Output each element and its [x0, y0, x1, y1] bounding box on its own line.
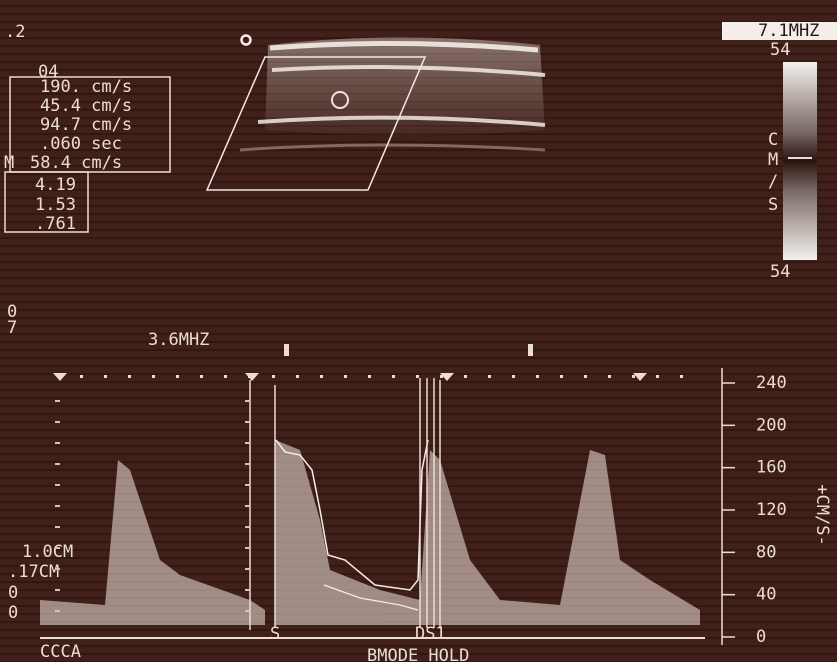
- reference-dot: [128, 375, 131, 378]
- reference-dot: [680, 375, 683, 378]
- depth-label: .17CM: [8, 562, 59, 582]
- color-bar: [783, 62, 817, 260]
- color-scale-max: 54: [770, 40, 790, 60]
- ratio: 4.19: [35, 175, 76, 195]
- reference-dot: [584, 375, 587, 378]
- cursor-mark: [528, 344, 533, 356]
- frequency: 7.1MHZ: [758, 21, 819, 41]
- scale-label: 160: [756, 458, 787, 478]
- ratio: .761: [35, 214, 76, 234]
- measurement: 58.4 cm/s: [30, 153, 122, 173]
- scale-label: 80: [756, 542, 776, 562]
- reference-dot: [200, 375, 203, 378]
- depth-dash: [55, 442, 60, 444]
- reference-dot: [416, 375, 419, 378]
- reference-dot: [488, 375, 491, 378]
- depth-label: 1.0CM: [22, 542, 73, 562]
- depth-dash: [55, 484, 60, 486]
- scale-label: 40: [756, 585, 776, 605]
- depth-dash: [55, 400, 60, 402]
- depth-dash: [55, 505, 60, 507]
- reference-dot: [320, 375, 323, 378]
- baseline-label: 0: [8, 583, 18, 603]
- measurement-prefix: M: [4, 153, 14, 173]
- color-scale-unit: C: [768, 130, 778, 150]
- depth-dash: [245, 400, 250, 402]
- marker: S: [270, 624, 280, 644]
- depth-dash: [245, 484, 250, 486]
- vessel: CCCA: [40, 642, 81, 662]
- ratio: 1.53: [35, 195, 76, 215]
- depth-dash: [55, 526, 60, 528]
- reference-dot: [344, 375, 347, 378]
- depth-dash: [245, 442, 250, 444]
- reference-dot: [248, 375, 251, 378]
- scale-label: 240: [756, 373, 787, 393]
- depth-dash: [55, 610, 60, 612]
- reference-dot: [608, 375, 611, 378]
- reference-dot: [224, 375, 227, 378]
- depth-dash: [55, 568, 60, 570]
- marker: DS1: [415, 624, 446, 644]
- left-marker: 7: [7, 318, 17, 338]
- cursor-mark: [284, 344, 289, 356]
- measurement: 190. cm/s: [40, 77, 132, 97]
- depth-dash: [55, 589, 60, 591]
- color-scale-unit: M: [768, 150, 778, 170]
- reference-dot: [272, 375, 275, 378]
- status: BMODE HOLD: [367, 646, 469, 662]
- scale-label: 200: [756, 415, 787, 435]
- ultrasound-screen: .2 7.1MHZ 54 54 C M / S 04 190. cm/s 45.…: [0, 0, 837, 662]
- page: .2 7.1MHZ 54 54 C M / S 04 190. cm/s 45.…: [0, 0, 837, 662]
- depth-dash: [55, 463, 60, 465]
- measurement: 45.4 cm/s: [40, 96, 132, 116]
- color-scale-unit: S: [768, 195, 778, 215]
- baseline-label: 0: [8, 603, 18, 623]
- measurement: 94.7 cm/s: [40, 115, 132, 135]
- color-scale-unit: /: [768, 172, 778, 192]
- frame-number: .2: [5, 22, 25, 42]
- reference-dot: [440, 375, 443, 378]
- depth-dash: [245, 421, 250, 423]
- depth-dash: [245, 463, 250, 465]
- reference-dot: [536, 375, 539, 378]
- reference-dot: [464, 375, 467, 378]
- reference-dot: [392, 375, 395, 378]
- doppler-frequency: 3.6MHZ: [148, 330, 209, 350]
- reference-dot: [656, 375, 659, 378]
- reference-dot: [512, 375, 515, 378]
- reference-dot: [104, 375, 107, 378]
- scale-label: 0: [756, 627, 766, 647]
- color-scale-min: 54: [770, 262, 790, 282]
- depth-dash: [245, 568, 250, 570]
- depth-dash: [55, 421, 60, 423]
- depth-dash: [245, 589, 250, 591]
- reference-dot: [152, 375, 155, 378]
- scale-unit: +CM/S-: [812, 484, 832, 545]
- scale-label: 120: [756, 500, 787, 520]
- measurement: .060 sec: [40, 134, 122, 154]
- depth-dash: [245, 547, 250, 549]
- reference-dot: [176, 375, 179, 378]
- reference-dot: [632, 375, 635, 378]
- depth-dash: [245, 526, 250, 528]
- depth-dash: [55, 547, 60, 549]
- reference-dot: [368, 375, 371, 378]
- reference-dot: [560, 375, 563, 378]
- depth-dash: [245, 610, 250, 612]
- reference-dot: [296, 375, 299, 378]
- reference-dot: [80, 375, 83, 378]
- depth-dash: [245, 505, 250, 507]
